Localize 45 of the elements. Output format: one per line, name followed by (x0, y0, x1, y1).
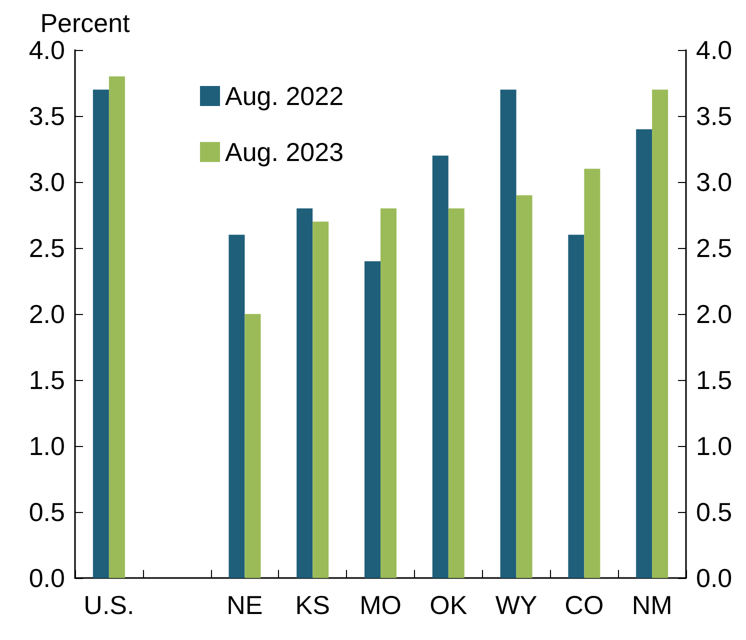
bar (584, 168, 600, 578)
x-tick-label: MO (360, 590, 402, 620)
bar (568, 234, 584, 578)
y-tick-label: 1.0 (28, 431, 65, 461)
y2-tick-label: 1.5 (696, 365, 732, 395)
bar (448, 208, 464, 578)
y-tick-label: 0.0 (28, 563, 65, 593)
legend-label: Aug. 2022 (225, 81, 344, 111)
y2-tick-label: 0.0 (696, 563, 732, 593)
bar (432, 156, 448, 578)
y2-tick-label: 0.5 (696, 497, 732, 527)
y-tick-label: 4.0 (28, 35, 65, 65)
bar (364, 261, 380, 578)
y-tick-label: 1.5 (28, 365, 65, 395)
y-tick-label: 3.5 (28, 101, 65, 131)
y2-tick-label: 3.5 (696, 101, 732, 131)
x-tick-label: KS (295, 590, 330, 620)
y-axis-title: Percent (40, 8, 131, 38)
bar (652, 90, 668, 578)
bar (244, 314, 261, 578)
bar (92, 90, 109, 578)
x-tick-label: U.S. (84, 590, 134, 620)
y2-tick-label: 3.0 (696, 167, 732, 197)
bar (312, 222, 329, 578)
y-tick-label: 2.0 (28, 299, 65, 329)
bar (380, 208, 396, 578)
x-tick-label: WY (495, 590, 538, 620)
y-tick-label: 0.5 (28, 497, 65, 527)
bar (228, 234, 245, 578)
y2-tick-label: 2.5 (696, 233, 732, 263)
y2-tick-label: 4.0 (696, 35, 732, 65)
y2-tick-label: 1.0 (696, 431, 732, 461)
bar (108, 76, 125, 578)
x-tick-label: OK (430, 590, 468, 620)
y2-tick-label: 2.0 (696, 299, 732, 329)
x-tick-label: CO (564, 590, 604, 620)
bar (296, 208, 313, 578)
x-tick-label: NE (226, 590, 263, 620)
legend-label: Aug. 2023 (225, 137, 344, 167)
y-tick-label: 2.5 (28, 233, 65, 263)
bar (636, 129, 652, 578)
bar (516, 195, 532, 578)
x-tick-label: NM (632, 590, 672, 620)
y-tick-label: 3.0 (28, 167, 65, 197)
bar (500, 90, 516, 578)
